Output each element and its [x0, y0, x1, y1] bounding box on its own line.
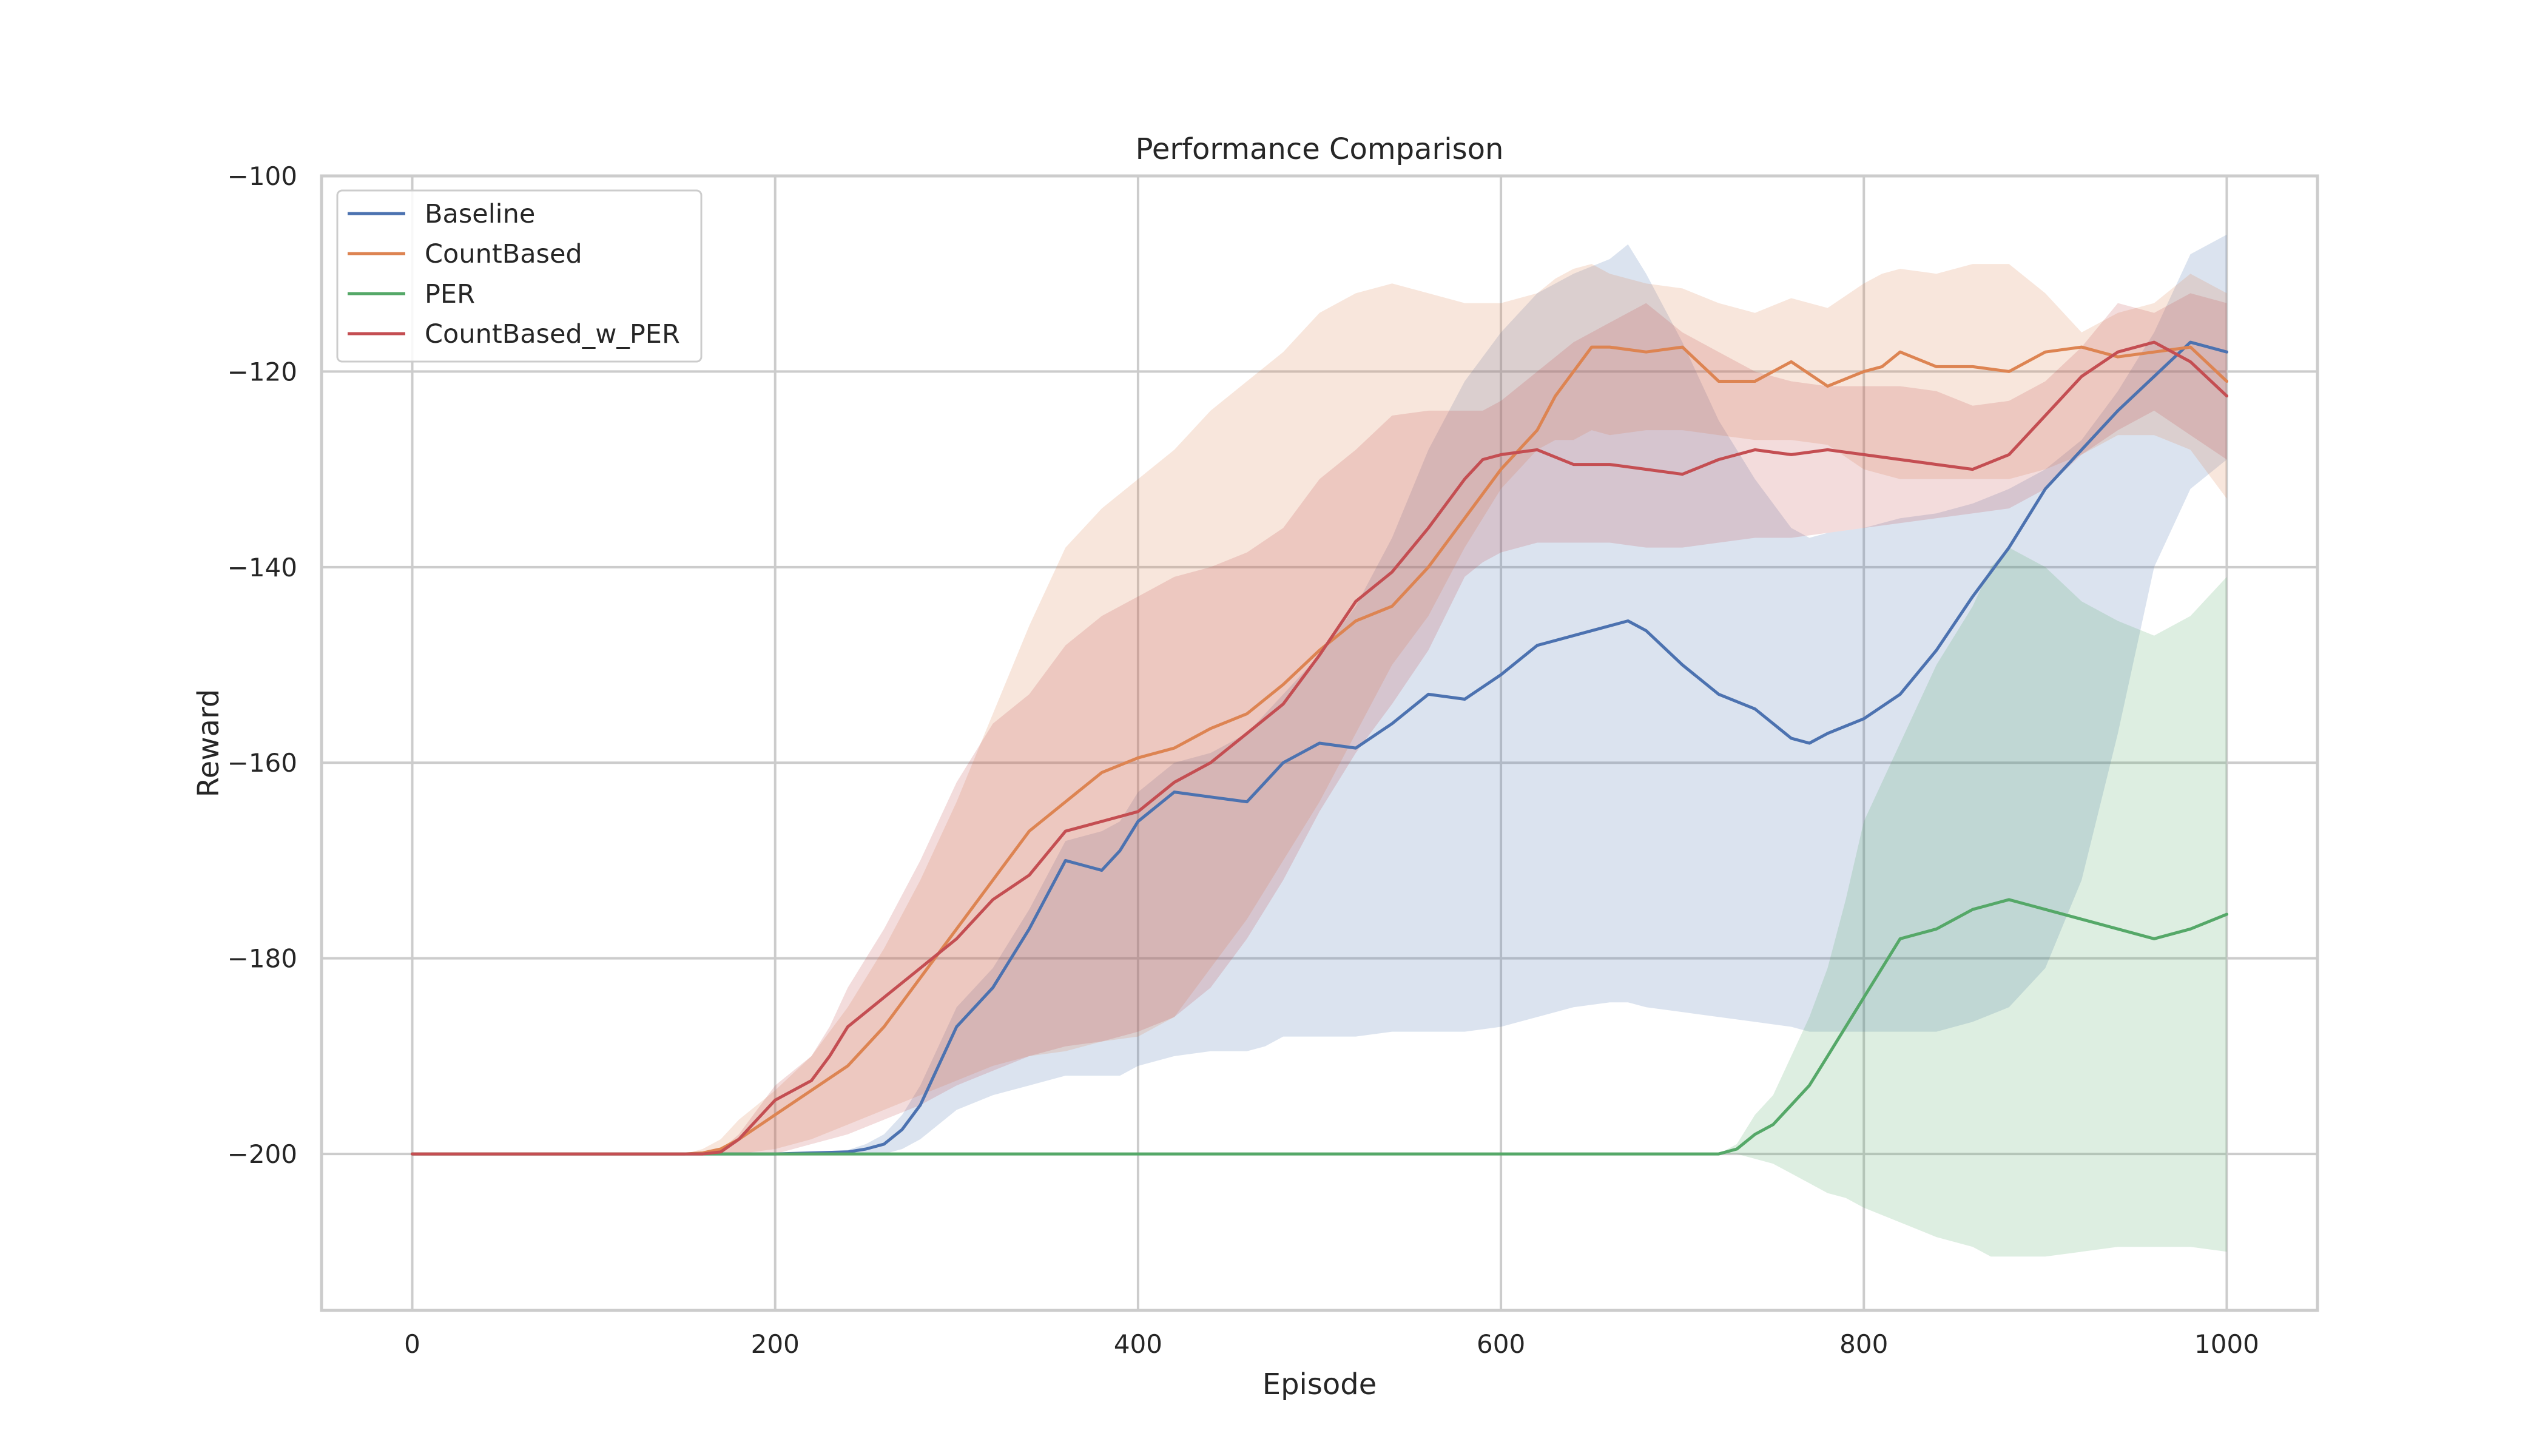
- x-axis-label: Episode: [1262, 1367, 1377, 1401]
- legend-label-countbased-w-per: CountBased_w_PER: [425, 319, 680, 349]
- legend-label-baseline: Baseline: [425, 199, 535, 229]
- band-baseline: [412, 234, 2227, 1154]
- y-tick-label: −140: [228, 553, 297, 582]
- x-tick-label: 600: [1477, 1329, 1525, 1359]
- legend: Baseline CountBased PER CountBased_w_PER: [336, 189, 703, 363]
- band-countbased-w-per: [412, 293, 2227, 1154]
- y-tick-label: −180: [228, 944, 297, 974]
- series-lines: [411, 340, 2228, 1156]
- legend-label-per: PER: [425, 279, 475, 309]
- x-tick-label: 800: [1839, 1329, 1888, 1359]
- line-countbased: [411, 345, 2228, 1156]
- x-tick-label: 200: [751, 1329, 800, 1359]
- y-tick-label: −160: [228, 748, 297, 778]
- legend-label-countbased: CountBased: [425, 239, 582, 269]
- tick-labels: 0 200 400 600 800 1000 −100 −120 −140 −160 −180 −20…: [228, 161, 2259, 1359]
- x-tick-label: 400: [1114, 1329, 1162, 1359]
- line-per: [411, 898, 2228, 1156]
- y-tick-label: −200: [228, 1139, 297, 1169]
- confidence-bands: [412, 234, 2227, 1257]
- x-tick-label: 1000: [2194, 1329, 2259, 1359]
- chart-title: Performance Comparison: [1136, 132, 1504, 166]
- y-tick-label: −120: [228, 357, 297, 386]
- legend-box: [336, 189, 703, 363]
- band-per: [412, 547, 2227, 1257]
- line-countbased-w-per: [411, 340, 2228, 1156]
- band-countbased: [412, 264, 2227, 1154]
- x-tick-label: 0: [404, 1329, 420, 1359]
- y-axis-label: Reward: [192, 689, 226, 798]
- plot-frame: [320, 174, 2319, 1312]
- y-tick-label: −100: [228, 161, 297, 191]
- line-baseline: [411, 340, 2228, 1156]
